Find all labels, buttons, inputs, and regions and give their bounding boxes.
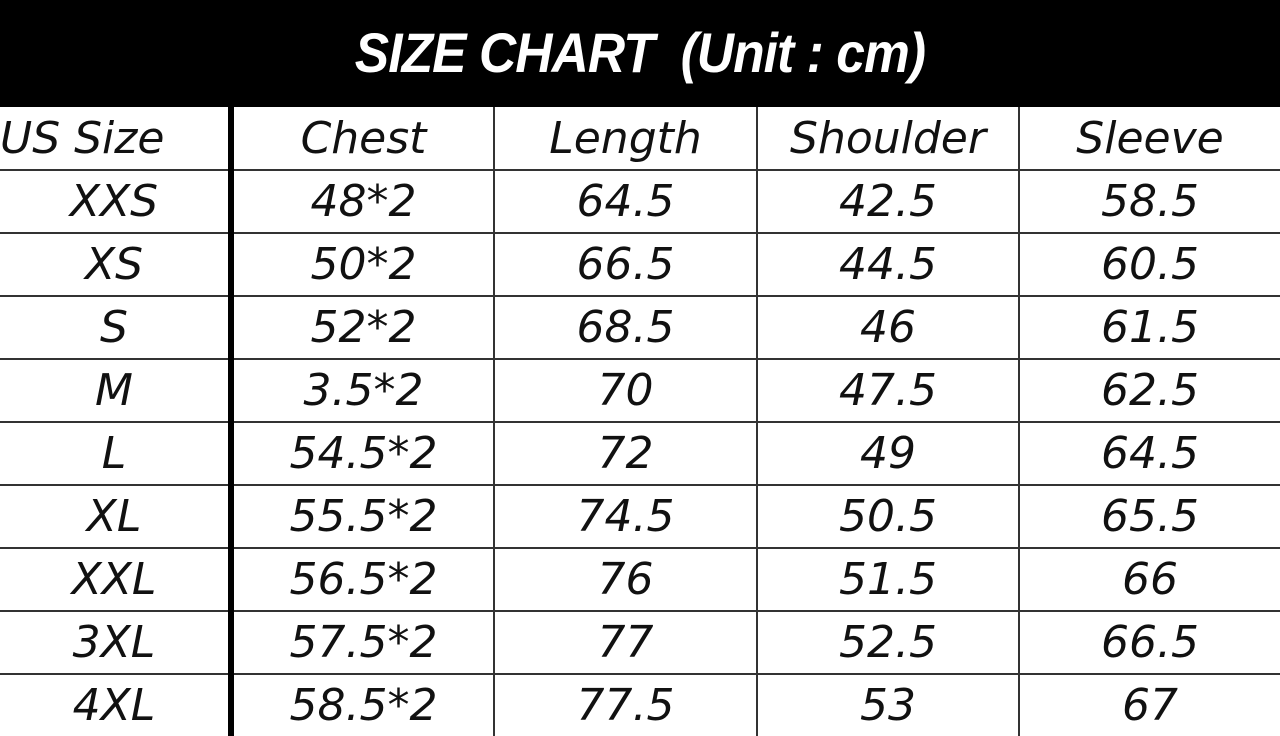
size-label: XL xyxy=(0,484,234,549)
measurement-cell: 50.5 xyxy=(756,484,1020,549)
column-header: Sleeve xyxy=(1018,104,1280,171)
measurement-cell: 74.5 xyxy=(493,484,758,549)
table-row: 3XL 57.5*2 77 52.5 66.5 xyxy=(0,610,1280,675)
column-header: Shoulder xyxy=(756,104,1020,171)
measurement-cell: 77 xyxy=(493,610,758,675)
table-row: L 54.5*2 72 49 64.5 xyxy=(0,421,1280,486)
measurement-cell: 46 xyxy=(756,295,1020,360)
measurement-cell: 42.5 xyxy=(756,169,1020,234)
measurement-cell: 57.5*2 xyxy=(230,610,495,675)
table-row: M 3.5*2 70 47.5 62.5 xyxy=(0,358,1280,423)
table-row: S 52*2 68.5 46 61.5 xyxy=(0,295,1280,360)
measurement-cell: 66.5 xyxy=(1018,610,1280,675)
size-table: US Size Chest Length Shoulder Sleeve XXS 48*2 6… xyxy=(0,104,1280,736)
measurement-cell: 49 xyxy=(756,421,1020,486)
measurement-cell: 52.5 xyxy=(756,610,1020,675)
measurement-cell: 68.5 xyxy=(493,295,758,360)
table-row: XL 55.5*2 74.5 50.5 65.5 xyxy=(0,484,1280,549)
column-header: US Size xyxy=(0,104,234,171)
measurement-cell: 62.5 xyxy=(1018,358,1280,423)
size-label: S xyxy=(0,295,234,360)
measurement-cell: 72 xyxy=(493,421,758,486)
measurement-cell: 51.5 xyxy=(756,547,1020,612)
size-label: XXL xyxy=(0,547,234,612)
size-label: 3XL xyxy=(0,610,234,675)
measurement-cell: 58.5*2 xyxy=(230,673,495,736)
measurement-cell: 52*2 xyxy=(230,295,495,360)
size-label: L xyxy=(0,421,234,486)
column-header: Chest xyxy=(230,104,495,171)
measurement-cell: 56.5*2 xyxy=(230,547,495,612)
table-row: XXS 48*2 64.5 42.5 58.5 xyxy=(0,169,1280,234)
measurement-cell: 70 xyxy=(493,358,758,423)
size-label: XS xyxy=(0,232,234,297)
measurement-cell: 60.5 xyxy=(1018,232,1280,297)
measurement-cell: 47.5 xyxy=(756,358,1020,423)
measurement-cell: 65.5 xyxy=(1018,484,1280,549)
measurement-cell: 50*2 xyxy=(230,232,495,297)
measurement-cell: 55.5*2 xyxy=(230,484,495,549)
measurement-cell: 58.5 xyxy=(1018,169,1280,234)
measurement-cell: 64.5 xyxy=(493,169,758,234)
measurement-cell: 67 xyxy=(1018,673,1280,736)
measurement-cell: 66 xyxy=(1018,547,1280,612)
table-row: XXL 56.5*2 76 51.5 66 xyxy=(0,547,1280,612)
measurement-cell: 77.5 xyxy=(493,673,758,736)
column-header: Length xyxy=(493,104,758,171)
header-row: US Size Chest Length Shoulder Sleeve xyxy=(0,104,1280,171)
page-title: SIZE CHART (Unit : cm) xyxy=(354,20,926,84)
size-label: M xyxy=(0,358,234,423)
table-row: 4XL 58.5*2 77.5 53 67 xyxy=(0,673,1280,736)
table-row: XS 50*2 66.5 44.5 60.5 xyxy=(0,232,1280,297)
measurement-cell: 54.5*2 xyxy=(230,421,495,486)
size-label: 4XL xyxy=(0,673,234,736)
measurement-cell: 53 xyxy=(756,673,1020,736)
measurement-cell: 66.5 xyxy=(493,232,758,297)
measurement-cell: 61.5 xyxy=(1018,295,1280,360)
measurement-cell: 76 xyxy=(493,547,758,612)
measurement-cell: 48*2 xyxy=(230,169,495,234)
measurement-cell: 64.5 xyxy=(1018,421,1280,486)
title-banner: SIZE CHART (Unit : cm) xyxy=(0,0,1280,104)
measurement-cell: 3.5*2 xyxy=(230,358,495,423)
size-label: XXS xyxy=(0,169,234,234)
measurement-cell: 44.5 xyxy=(756,232,1020,297)
